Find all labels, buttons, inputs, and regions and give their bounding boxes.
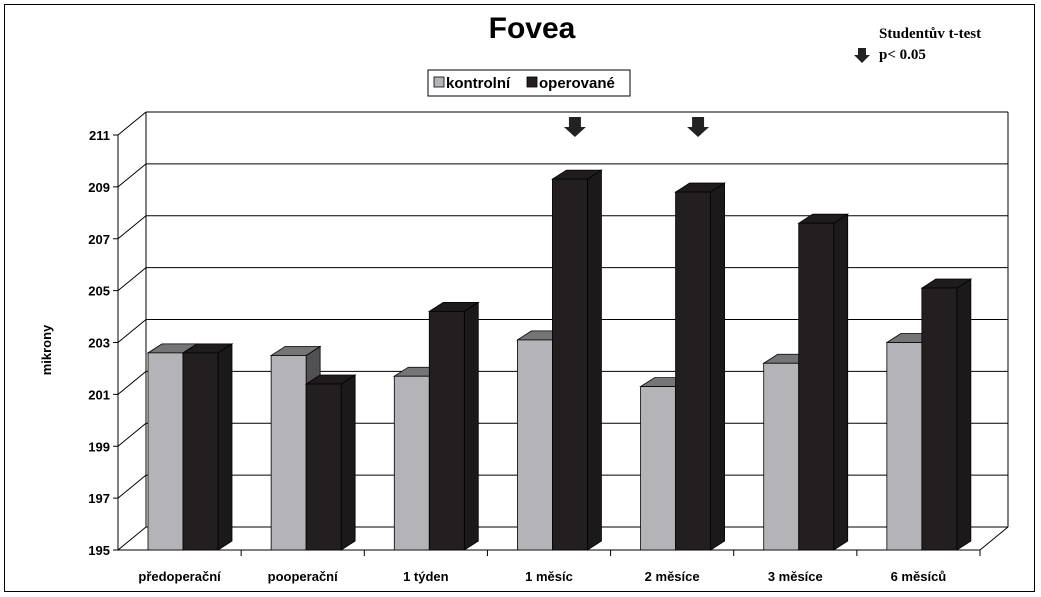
bar-side	[217, 343, 233, 551]
bar-front	[552, 178, 588, 551]
x-tick-label: pooperační	[268, 569, 338, 584]
legend-label-kontrolni: kontrolní	[446, 75, 511, 92]
y-tick-label: 211	[89, 128, 110, 143]
annotation-line-2: p< 0.05	[879, 47, 926, 63]
bar-side	[710, 182, 725, 551]
floor-right-edge	[979, 526, 1009, 551]
x-tick-label: předoperační	[138, 569, 221, 584]
bar-front	[763, 362, 800, 551]
bar-side	[956, 278, 972, 551]
gridline-depth	[117, 474, 147, 499]
gridline-depth	[117, 111, 147, 136]
bar-front	[393, 375, 430, 551]
y-tick-label: 199	[88, 439, 110, 454]
bar-front	[640, 386, 676, 551]
bar-operovane	[551, 169, 603, 551]
bar-operovane	[920, 278, 973, 551]
bar-front	[886, 342, 923, 551]
bar-operovane	[797, 213, 850, 551]
bar-side	[340, 374, 356, 551]
bar-front	[305, 383, 342, 551]
bar-front	[270, 355, 307, 551]
x-tick-label: 1 měsíc	[525, 569, 573, 584]
bar-operovane	[427, 301, 480, 551]
x-tick-labels: předoperační pooperační 1 týden 1 měsíc 2 mě…	[138, 569, 946, 584]
t-test-annotation: Studentův t-test p< 0.05	[854, 26, 981, 63]
y-tick-label: 197	[88, 491, 110, 506]
bar-front	[428, 310, 465, 551]
gridline-depth	[117, 163, 147, 188]
y-axis-label: mikrony	[39, 324, 54, 375]
significance-markers	[563, 117, 710, 137]
y-tick-labels: 211 209 207 205 203 201 199 197 195	[88, 128, 110, 558]
x-tick-label: 3 měsíce	[768, 569, 823, 584]
bar-front	[675, 191, 711, 551]
bar-side	[833, 213, 849, 551]
gridline-depth	[117, 526, 147, 551]
significance-arrow-icon	[687, 117, 710, 137]
bar-front	[147, 352, 184, 551]
y-tick-label: 209	[88, 180, 110, 195]
bars	[146, 169, 973, 551]
gridline-depth	[117, 370, 147, 395]
legend-label-operovane: operované	[539, 75, 615, 92]
legend-swatch-operovane	[526, 76, 538, 88]
gridline-depth	[117, 267, 147, 292]
bar-side	[463, 301, 479, 551]
bar-operovane	[181, 343, 234, 551]
x-tick-label: 2 měsíce	[645, 569, 700, 584]
y-tick-label: 205	[88, 284, 110, 299]
y-tick-label: 201	[88, 387, 110, 402]
bar-operovane	[304, 374, 357, 551]
x-tick-label: 1 týden	[403, 569, 449, 584]
bar-front	[182, 352, 219, 551]
legend-swatch-kontrolni	[433, 76, 445, 88]
bar-front	[517, 339, 553, 551]
gridline-depth	[117, 319, 147, 343]
bar-front	[921, 287, 958, 551]
bar-operovane	[674, 182, 726, 551]
legend: kontrolní operované	[427, 69, 631, 97]
x-tick-label: 6 měsíců	[891, 569, 947, 584]
gridline-depth	[117, 422, 147, 447]
y-tick-label: 203	[88, 336, 110, 351]
bar-front	[798, 222, 835, 551]
gridline-depth	[117, 215, 147, 240]
down-arrow-icon	[854, 48, 870, 63]
chart-title: Fovea	[489, 12, 576, 45]
y-tick-label: 195	[88, 543, 110, 558]
bar-side	[587, 169, 602, 551]
y-tick-label: 207	[88, 232, 110, 247]
annotation-line-1: Studentův t-test	[879, 26, 981, 42]
significance-arrow-icon	[563, 117, 586, 137]
